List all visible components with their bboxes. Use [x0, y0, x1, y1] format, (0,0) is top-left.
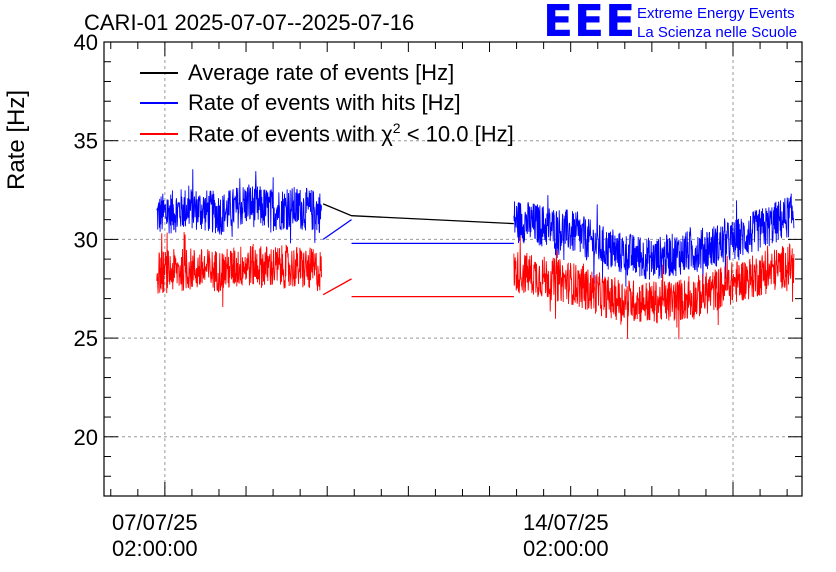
legend-label-hits: Rate of events with hits [Hz]: [188, 90, 461, 115]
series-1-segment-1: [322, 219, 352, 240]
y-tick-label: 35: [74, 129, 98, 154]
legend-entry-chi2: Rate of events with χ2 < 10.0 [Hz]: [140, 120, 514, 147]
axes: 20 25 30 35 40: [74, 30, 803, 497]
plot-frame: [103, 41, 803, 497]
series-2-segment-0: [156, 232, 322, 308]
series-1-segment-0: [156, 169, 322, 244]
legend-chi-suffix: < 10.0 [Hz]: [400, 121, 514, 147]
x-tick-2-date: 14/07/25: [523, 510, 609, 535]
logo-line-2: La Scienza nelle Scuole: [637, 24, 798, 41]
legend-label-chi2: Rate of events with χ2 < 10.0 [Hz]: [188, 120, 514, 147]
series-layer: [156, 169, 795, 340]
y-tick-label: 20: [74, 425, 98, 450]
legend-label-average: Average rate of events [Hz]: [188, 60, 455, 85]
legend-chi-prefix: Rate of events with: [188, 121, 382, 147]
y-tick-label: 40: [74, 30, 98, 55]
x-tick-label-1: 07/07/25 02:00:00: [112, 510, 198, 562]
logo-line-1: Extreme Energy Events: [637, 5, 795, 22]
legend-swatch-red: [140, 132, 178, 135]
x-tick-1-date: 07/07/25: [112, 510, 198, 535]
series-1-segment-3: [513, 193, 795, 287]
eee-logo-text: Extreme Energy Events La Scienza nelle S…: [637, 4, 797, 42]
x-tick-2-time: 02:00:00: [523, 536, 609, 561]
series-2-segment-3: [513, 236, 795, 340]
x-tick-1-time: 02:00:00: [112, 536, 198, 561]
legend-entry-average: Average rate of events [Hz]: [140, 60, 454, 86]
series-0-segment-0: [322, 203, 514, 225]
chart-title: CARI-01 2025-07-07--2025-07-16: [84, 10, 415, 35]
legend-swatch-black: [140, 72, 178, 74]
y-tick-label: 30: [74, 227, 98, 252]
legend-swatch-blue: [140, 102, 178, 104]
legend-entry-hits: Rate of events with hits [Hz]: [140, 90, 461, 116]
legend-chi-sup: 2: [392, 120, 401, 136]
series-2-segment-1: [322, 278, 352, 296]
y-tick-label: 25: [74, 326, 98, 351]
eee-logo: EEE: [543, 0, 637, 47]
legend-chi-symbol: χ: [381, 121, 393, 147]
x-tick-label-2: 14/07/25 02:00:00: [523, 510, 609, 562]
